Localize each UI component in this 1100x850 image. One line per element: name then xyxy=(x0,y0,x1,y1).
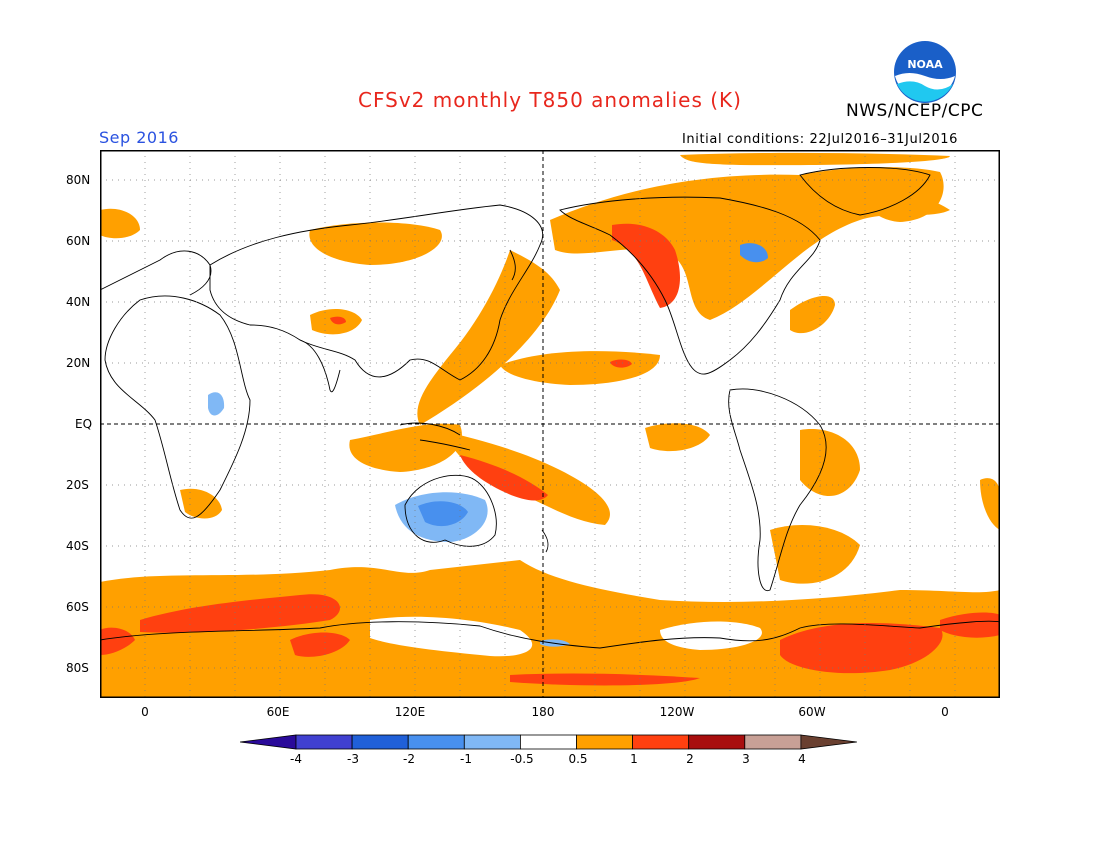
agency-label: NWS/NCEP/CPC xyxy=(846,101,984,121)
lon-label: 0 xyxy=(141,705,149,719)
anomaly-region-brazil xyxy=(980,478,1000,530)
legend-swatch xyxy=(295,734,353,750)
anomaly-region-east-africa-cool xyxy=(208,392,225,416)
chart-title: CFSv2 monthly T850 anomalies (K) xyxy=(358,88,742,112)
anomaly-region-north-atlantic xyxy=(790,295,835,334)
legend-label: 0.5 xyxy=(568,752,588,766)
anomaly-region-tibet-strong xyxy=(330,316,346,325)
legend-label: -1 xyxy=(460,752,472,766)
anomaly-region-patagonia xyxy=(770,525,860,584)
anomaly-region-ross-strong xyxy=(510,673,700,686)
legend-swatch xyxy=(576,734,633,750)
anomaly-region-australia-spcz xyxy=(440,430,610,525)
anomaly-region-eq-pacific xyxy=(645,423,710,452)
lat-label: 80S xyxy=(66,661,89,675)
valid-month: Sep 2016 xyxy=(99,128,179,147)
noaa-logo: NOAA xyxy=(894,41,956,103)
anomaly-region-antarctic-strong xyxy=(780,623,943,674)
lat-label: 20N xyxy=(66,356,91,370)
anomaly-region-siberia xyxy=(309,222,442,265)
lon-label: 180 xyxy=(531,705,555,719)
anomaly-region-indo-pacific xyxy=(349,423,462,472)
legend-swatch xyxy=(744,734,802,750)
legend-label: -3 xyxy=(347,752,359,766)
legend-swatch xyxy=(407,734,465,750)
legend-swatch xyxy=(463,734,521,750)
lon-label: 120W xyxy=(659,705,695,719)
lat-label: 20S xyxy=(66,478,89,492)
lat-label: 40N xyxy=(66,295,91,309)
legend-label: -2 xyxy=(403,752,415,766)
graticule xyxy=(100,150,1000,698)
lat-label: 40S xyxy=(66,539,89,553)
lon-label: 0 xyxy=(941,705,949,719)
legend-label: 4 xyxy=(798,752,806,766)
anomaly-region-arctic-band xyxy=(680,152,950,166)
map-frame xyxy=(100,150,1000,698)
legend-swatch xyxy=(519,734,577,750)
initial-conditions: Initial conditions: 22Jul2016–31Jul2016 xyxy=(682,132,959,147)
anomaly-region-greenland xyxy=(800,167,944,222)
lon-label: 60W xyxy=(798,705,826,719)
legend-label: -4 xyxy=(290,752,302,766)
legend-label: 1 xyxy=(630,752,638,766)
anomaly-region-neutral xyxy=(370,616,533,657)
anomaly-region-west-europe xyxy=(100,208,140,239)
anomaly-region-rockies-strong xyxy=(612,223,680,308)
lat-label: 60S xyxy=(66,600,89,614)
anomaly-region-africa-south xyxy=(180,488,222,519)
anomaly-region-australia-cool-strong xyxy=(418,501,468,527)
lat-label: EQ xyxy=(75,417,93,431)
anomaly-map xyxy=(100,150,1000,698)
anomaly-region-australia-spcz-strong xyxy=(460,455,548,501)
anomaly-region-central-pacific-strong xyxy=(610,359,632,368)
legend-swatch xyxy=(688,734,746,750)
legend-label: 2 xyxy=(686,752,694,766)
color-legend xyxy=(240,734,857,750)
lat-label: 80N xyxy=(66,173,91,187)
anomaly-region-southern-strong xyxy=(140,594,340,633)
lat-label: 60N xyxy=(66,234,91,248)
legend-swatch xyxy=(800,734,857,750)
legend-swatch xyxy=(240,734,297,750)
legend-label: 3 xyxy=(742,752,750,766)
lon-label: 120E xyxy=(394,705,426,719)
lon-label: 60E xyxy=(266,705,290,719)
legend-swatch xyxy=(632,734,690,750)
anomaly-region-neutral xyxy=(660,621,762,650)
anomaly-region-west-pacific-arc xyxy=(417,250,560,425)
anomaly-region-hudson-cool xyxy=(740,243,768,263)
legend-swatch xyxy=(351,734,409,750)
logo-text: NOAA xyxy=(907,58,943,71)
anomaly-region-southern-strong xyxy=(290,632,350,657)
legend-label: -0.5 xyxy=(510,752,534,766)
anomaly-region-southern-strong xyxy=(100,627,135,655)
anomaly-region-south-america-east xyxy=(800,429,860,497)
